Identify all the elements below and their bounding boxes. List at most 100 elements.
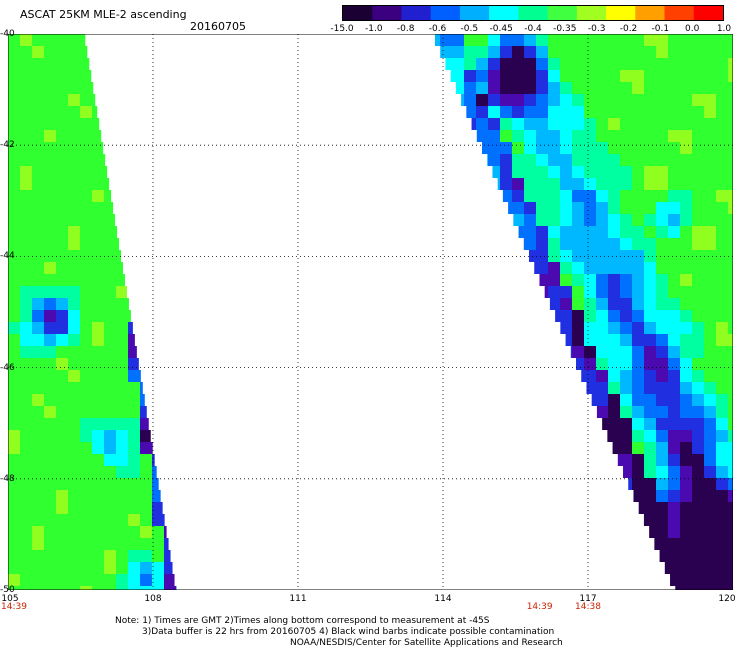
wind-cell [704, 466, 716, 478]
wind-cell [56, 358, 68, 370]
wind-cell [716, 538, 728, 550]
wind-cell [68, 502, 80, 514]
wind-cell [536, 178, 548, 190]
wind-cell [152, 454, 155, 466]
wind-cell [596, 154, 608, 166]
wind-cell [692, 334, 704, 346]
wind-cell [572, 166, 584, 178]
wind-cell [80, 358, 92, 370]
wind-cell [692, 298, 704, 310]
wind-cell [644, 58, 656, 70]
wind-cell [644, 442, 656, 454]
wind-cell [128, 550, 140, 562]
wind-cell [680, 130, 692, 142]
wind-cell [512, 70, 524, 82]
wind-cell [716, 142, 728, 154]
wind-cell [104, 370, 116, 382]
wind-cell [164, 538, 169, 550]
wind-cell [32, 34, 44, 46]
wind-cell [656, 538, 668, 550]
wind-cell [560, 190, 572, 202]
wind-cell [560, 178, 572, 190]
wind-cell [116, 550, 128, 562]
wind-cell [20, 382, 32, 394]
wind-cell [116, 454, 128, 466]
wind-cell [608, 418, 620, 430]
wind-cell [56, 106, 68, 118]
wind-cell [20, 490, 32, 502]
wind-cell [164, 526, 167, 538]
wind-cell [608, 286, 620, 298]
wind-cell [92, 130, 102, 142]
wind-cell [80, 382, 92, 394]
wind-cell [140, 514, 152, 526]
wind-cell [728, 454, 733, 466]
wind-cell [596, 94, 608, 106]
wind-cell [80, 562, 92, 574]
wind-cell [20, 286, 32, 298]
wind-cell [500, 46, 512, 58]
wind-cell [584, 190, 596, 202]
wind-cell [656, 262, 668, 274]
wind-cell [548, 166, 560, 178]
wind-cell [20, 46, 32, 58]
wind-cell [728, 586, 733, 590]
wind-cell [668, 310, 680, 322]
wind-cell [80, 466, 92, 478]
wind-cell [32, 166, 44, 178]
wind-cell [44, 82, 56, 94]
wind-cell [455, 82, 464, 94]
wind-cell [668, 286, 680, 298]
wind-cell [644, 202, 656, 214]
wind-cell [560, 130, 572, 142]
wind-cell [704, 430, 716, 442]
wind-cell [471, 118, 476, 130]
wind-cell [608, 118, 620, 130]
wind-cell [680, 106, 692, 118]
wind-cell [68, 538, 80, 550]
wind-cell [20, 310, 32, 322]
wind-cell [656, 394, 668, 406]
wind-cell [668, 226, 680, 238]
wind-cell [560, 286, 572, 298]
wind-cell [116, 334, 128, 346]
wind-cell [668, 274, 680, 286]
wind-cell [56, 406, 68, 418]
wind-cell [704, 502, 716, 514]
wind-cell [728, 166, 733, 178]
wind-cell [92, 310, 104, 322]
wind-cell [536, 94, 548, 106]
wind-cell [728, 394, 733, 406]
wind-cell [608, 82, 620, 94]
wind-cell [560, 94, 572, 106]
wind-cell [164, 514, 165, 526]
wind-cell [692, 154, 704, 166]
wind-cell [664, 562, 668, 574]
wind-cell [692, 418, 704, 430]
wind-cell [692, 250, 704, 262]
wind-cell [668, 94, 680, 106]
wind-cell [140, 526, 152, 538]
wind-cell [20, 562, 32, 574]
wind-cell [572, 202, 584, 214]
wind-cell [644, 310, 656, 322]
wind-cell [644, 238, 656, 250]
wind-cell [32, 418, 44, 430]
wind-cell [716, 514, 728, 526]
wind-cell [116, 394, 128, 406]
wind-cell [596, 358, 608, 370]
wind-cell [656, 310, 668, 322]
wind-cell [704, 418, 716, 430]
wind-cell [560, 214, 572, 226]
wind-cell [632, 262, 644, 274]
wind-cell [584, 94, 596, 106]
wind-cell [524, 82, 536, 94]
wind-cell [8, 346, 20, 358]
wind-cell [92, 190, 104, 202]
wind-cell [104, 418, 116, 430]
wind-cell [56, 274, 68, 286]
wind-cell [716, 442, 728, 454]
wind-cell [128, 322, 133, 334]
wind-cell [716, 178, 728, 190]
wind-cell [92, 478, 104, 490]
